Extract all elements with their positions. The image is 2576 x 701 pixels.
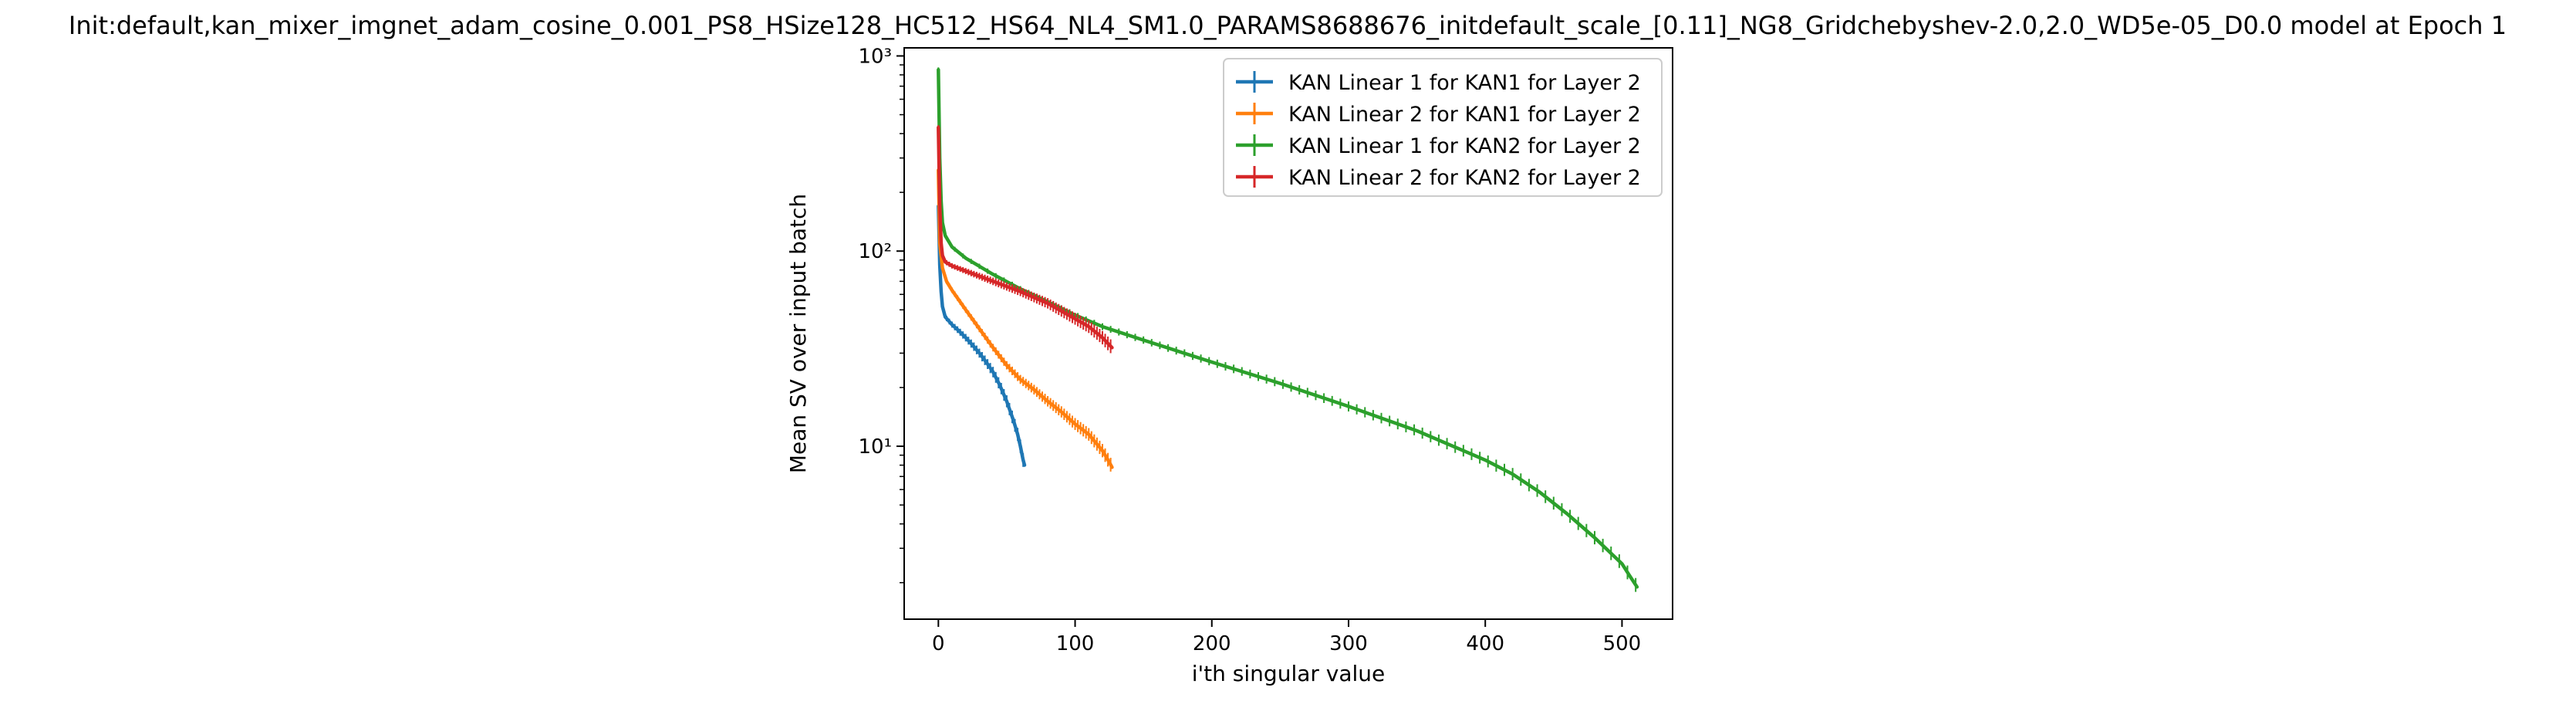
legend-item: KAN Linear 2 for KAN2 for Layer 2 [1236,166,1641,190]
legend-label: KAN Linear 1 for KAN2 for Layer 2 [1288,134,1641,158]
plot-frame [903,47,1673,620]
legend-item: KAN Linear 2 for KAN1 for Layer 2 [1236,103,1641,127]
y-tick-label: 10¹ [858,435,892,459]
x-tick-label: 200 [1193,632,1231,655]
x-tick-label: 400 [1466,632,1504,655]
plot-area: 0 100 200 300 400 500 10¹ 10² 10³ [858,45,1673,655]
legend-label: KAN Linear 2 for KAN2 for Layer 2 [1288,166,1641,190]
legend-label: KAN Linear 1 for KAN1 for Layer 2 [1288,71,1641,95]
series-layer [937,67,1639,592]
x-tick-label: 0 [932,632,945,655]
series-1 [937,203,1027,467]
error-bars [937,168,1112,472]
error-bars [937,125,1112,354]
legend-item: KAN Linear 1 for KAN2 for Layer 2 [1236,134,1641,158]
error-bars [937,67,1637,592]
x-axis: 0 100 200 300 400 500 [932,619,1641,655]
legend: KAN Linear 1 for KAN1 for Layer 2 KAN Lin… [1223,58,1663,197]
chart-title: Init:default,kan_mixer_imgnet_adam_cosin… [69,11,2507,40]
series-4 [937,125,1114,354]
y-axis: 10¹ 10² 10³ [858,45,904,584]
x-tick-label: 100 [1056,632,1095,655]
error-bars [937,203,1025,467]
y-axis-label: Mean SV over input batch [785,194,811,473]
y-tick-label: 10³ [858,45,892,68]
x-axis-label: i'th singular value [1192,661,1386,686]
series-line [937,125,1114,350]
y-tick-label: 10² [858,240,892,263]
legend-item: KAN Linear 1 for KAN1 for Layer 2 [1236,71,1641,95]
series-2 [937,168,1114,472]
series-3 [937,67,1639,592]
legend-box [1223,58,1663,197]
x-tick-label: 500 [1603,632,1642,655]
legend-label: KAN Linear 2 for KAN1 for Layer 2 [1288,103,1641,127]
x-tick-label: 300 [1329,632,1368,655]
